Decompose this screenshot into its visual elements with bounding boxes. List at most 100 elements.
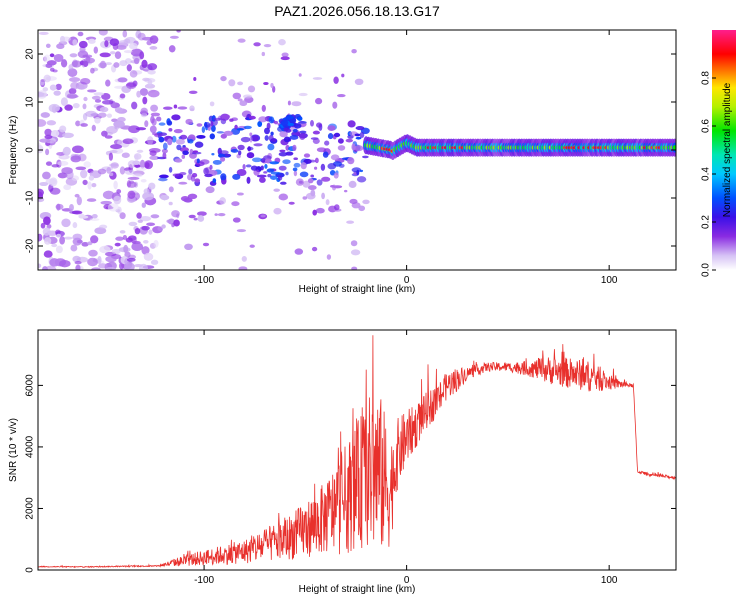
heatmap-cell-184: [85, 110, 97, 118]
heatmap-cell-678: [316, 147, 327, 153]
heatmap-cell-794: [270, 131, 274, 136]
heatmap-cell-119: [83, 96, 88, 102]
heatmap-cell-591: [196, 134, 206, 139]
heatmap-cell-585: [256, 174, 267, 178]
heatmap-cell-160: [40, 112, 50, 118]
heatmap-cell-333: [98, 224, 108, 229]
heatmap-cell-40: [67, 68, 78, 77]
heatmap-cell-469: [264, 135, 269, 141]
heatmap-cell-697: [175, 138, 185, 145]
heatmap-cell-477: [307, 185, 317, 191]
heatmap-cell-771: [298, 92, 308, 97]
heatmap-cell-101: [119, 93, 126, 99]
heatmap-cell-499: [168, 127, 173, 132]
heatmap-cell-795: [168, 201, 173, 206]
heatmap-cell-380: [88, 175, 95, 181]
heatmap-cell-554: [362, 155, 369, 159]
heatmap-cell-1: [53, 54, 64, 62]
heatmap-cell-403: [42, 171, 51, 180]
heatmap-cell-743: [315, 97, 323, 105]
heatmap-cell-613: [184, 243, 193, 251]
heatmap-cell-15: [131, 101, 138, 110]
heatmap-cell-188: [116, 189, 122, 194]
heatmap-cell-422: [261, 51, 266, 57]
heatmap-cell-548: [214, 213, 218, 216]
heatmap-cell-255: [53, 90, 61, 96]
heatmap-cell-700: [220, 173, 227, 181]
heatmap-cell-542: [293, 170, 298, 177]
heatmap-cell-515: [225, 153, 231, 157]
heatmap-cell-464: [158, 174, 169, 179]
heatmap-cell-748: [193, 76, 197, 82]
heatmap-cell-692: [283, 136, 291, 143]
heatmap-cell-41: [59, 236, 65, 245]
heatmap-cell-713: [270, 175, 278, 180]
x-tick-label: 100: [601, 275, 618, 286]
heatmap-cell-695: [299, 132, 306, 141]
heatmap-cell-834: [286, 115, 294, 120]
heatmap-cell-492: [261, 104, 266, 112]
heatmap-cell-127: [122, 234, 128, 241]
heatmap-cell-199: [138, 263, 149, 270]
heatmap-cell-460: [351, 266, 358, 270]
heatmap-cell-775: [188, 139, 194, 144]
heatmap-cell-359: [122, 30, 128, 38]
heatmap-cell-384: [119, 60, 128, 67]
heatmap-cell-298: [146, 40, 152, 46]
heatmap-cell-363: [43, 216, 51, 226]
heatmap-cell-741: [264, 164, 268, 169]
colorbar-tick-label: 0.4: [701, 167, 712, 181]
heatmap-cell-710: [333, 132, 341, 138]
heatmap-cell-352: [39, 138, 51, 143]
heatmap-cell-301: [98, 62, 107, 69]
heatmap-cell-396: [60, 97, 68, 107]
heatmap-cell-838: [280, 119, 289, 126]
colorbar-tick-label: 0.0: [701, 263, 712, 277]
heatmap-cell-723: [232, 173, 241, 180]
heatmap-cell-786: [171, 210, 180, 218]
heatmap-cell-644: [331, 184, 337, 191]
heatmap-cell-390: [38, 91, 45, 97]
heatmap-cell-42: [71, 60, 82, 68]
y-tick-label: 4000: [25, 435, 36, 458]
heatmap-cell-157: [97, 112, 107, 118]
heatmap-cell-646: [312, 130, 320, 135]
heatmap-cell-368: [122, 138, 134, 145]
heatmap-cell-50: [150, 104, 159, 112]
heatmap-cell-751: [197, 215, 205, 222]
heatmap-cell-307: [133, 153, 142, 160]
heatmap-cell-345: [55, 245, 63, 254]
heatmap-cell-356: [123, 50, 133, 54]
heatmap-cell-397: [76, 196, 82, 206]
y-tick-label: 6000: [25, 374, 36, 397]
heatmap-cell-353: [109, 38, 120, 47]
heatmap-cell-552: [298, 120, 307, 124]
heatmap-cell-501: [253, 169, 260, 176]
heatmap-cell-609: [302, 196, 308, 200]
heatmap-cell-167: [101, 130, 108, 137]
heatmap-cell-406: [110, 144, 123, 150]
heatmap-cell-686: [211, 152, 215, 156]
heatmap-cell-702: [161, 224, 166, 229]
heatmap-cell-416: [78, 213, 85, 219]
heatmap-cell-467: [351, 49, 357, 54]
heatmap-cell-107: [143, 252, 154, 261]
heatmap-cell-579: [322, 151, 329, 158]
heatmap-cell-546: [236, 229, 247, 233]
heatmap-cell-746: [260, 165, 264, 171]
heatmap-cell-512: [211, 125, 216, 133]
heatmap-cell-379: [131, 242, 144, 252]
heatmap-cell-308: [142, 77, 150, 82]
heatmap-cell-572: [236, 168, 247, 177]
heatmap-cell-584: [249, 244, 255, 248]
heatmap-cell-630: [321, 176, 331, 182]
heatmap-cell-392: [83, 57, 96, 64]
heatmap-cell-354: [42, 266, 48, 270]
heatmap-cell-316: [136, 90, 141, 98]
heatmap-cell-66: [141, 246, 150, 255]
colorbar-gradient: [712, 30, 736, 270]
heatmap-cell-17: [45, 43, 51, 49]
heatmap-cell-618: [295, 178, 304, 186]
heatmap-cell-224: [49, 67, 55, 72]
